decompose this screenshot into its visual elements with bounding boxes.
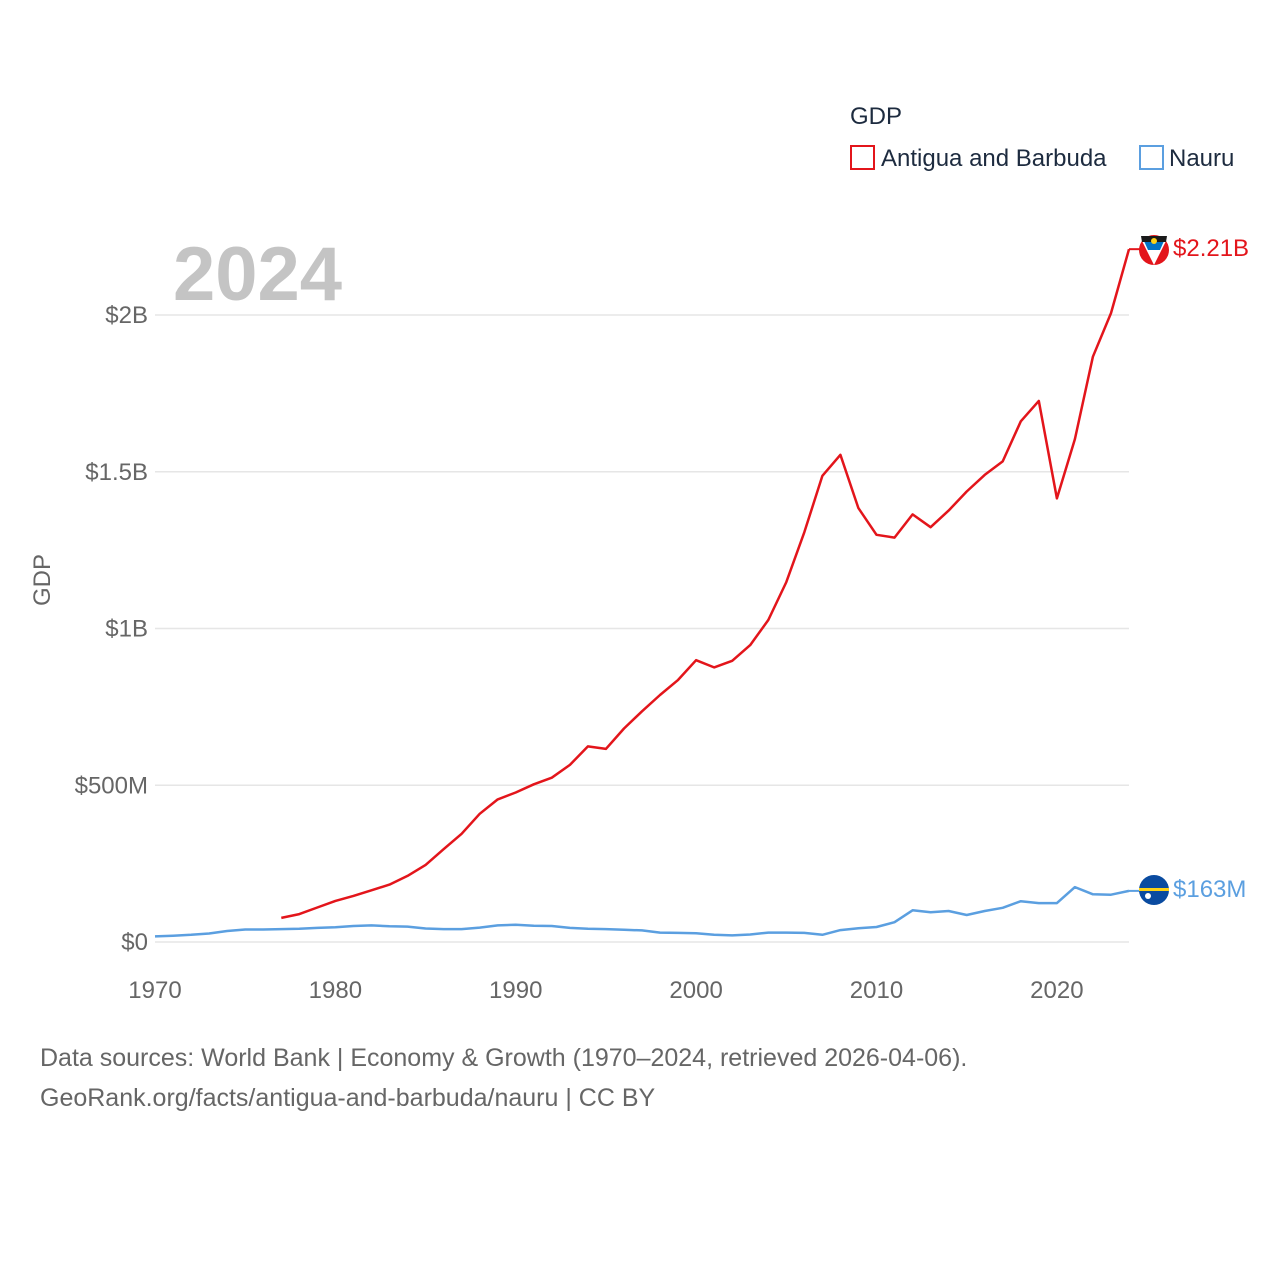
source-line-1: Data sources: World Bank | Economy & Gro… [40, 1044, 968, 1072]
x-tick-label: 2000 [669, 977, 722, 1004]
x-tick-label: 1980 [309, 977, 362, 1004]
end-label-antigua: $2.21B [1173, 235, 1249, 262]
legend-label-nauru: Nauru [1169, 145, 1234, 172]
end-labels: $2.21B $163M [1173, 235, 1249, 903]
series-lines [154, 248, 1140, 938]
y-tick-label: $1B [105, 616, 148, 643]
y-tick-label: $2B [105, 302, 148, 329]
x-tick-label: 1970 [128, 977, 181, 1004]
nauru-flag-icon [1139, 875, 1169, 905]
gridlines [155, 314, 1129, 943]
y-axis-ticks: $0 $500M $1B $1.5B $2B [75, 302, 148, 956]
series-line-nauru [154, 885, 1130, 938]
source-line-2: GeoRank.org/facts/antigua-and-barbuda/na… [40, 1084, 656, 1112]
series-line-antigua [281, 248, 1131, 920]
y-tick-label: $500M [75, 772, 148, 799]
legend: GDP Antigua and Barbuda Nauru [850, 103, 1234, 172]
x-tick-label: 2020 [1030, 977, 1083, 1004]
legend-title: GDP [850, 103, 902, 130]
y-axis-label: GDP [29, 554, 56, 606]
antigua-flag-icon [1139, 235, 1169, 265]
legend-label-antigua: Antigua and Barbuda [881, 145, 1107, 172]
legend-swatch-nauru [1139, 145, 1164, 170]
y-tick-label: $0 [121, 929, 148, 956]
end-label-nauru: $163M [1173, 876, 1246, 903]
x-axis-ticks: 1970 1980 1990 2000 2010 2020 [128, 977, 1083, 1004]
x-tick-label: 1990 [489, 977, 542, 1004]
x-tick-label: 2010 [850, 977, 903, 1004]
y-tick-label: $1.5B [85, 459, 148, 486]
legend-swatch-antigua [850, 145, 875, 170]
year-label: 2024 [173, 232, 342, 317]
